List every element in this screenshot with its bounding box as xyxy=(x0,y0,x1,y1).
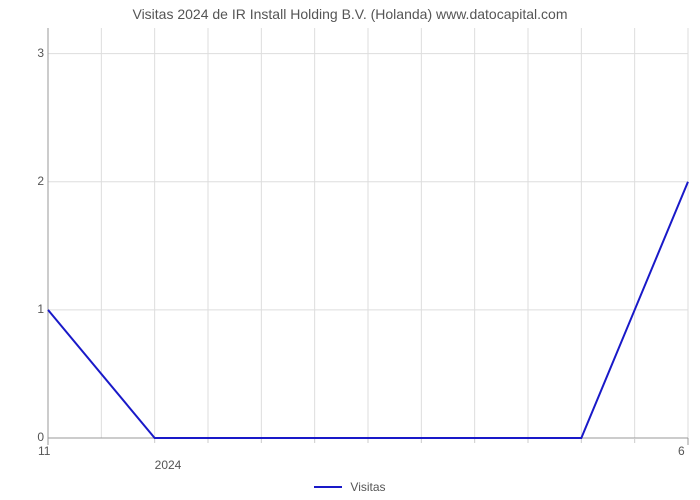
chart-title: Visitas 2024 de IR Install Holding B.V. … xyxy=(0,6,700,22)
x-secondary-label: 2024 xyxy=(155,458,182,472)
y-tick-label: 3 xyxy=(30,46,44,60)
chart-container: Visitas 2024 de IR Install Holding B.V. … xyxy=(0,0,700,500)
plot-svg xyxy=(48,28,688,438)
legend-label: Visitas xyxy=(350,480,385,494)
legend: Visitas xyxy=(0,480,700,494)
y-tick-label: 2 xyxy=(30,174,44,188)
x-tick-label: 11 xyxy=(38,444,50,458)
x-tick-label: 6 xyxy=(678,444,685,458)
y-tick-label: 1 xyxy=(30,302,44,316)
legend-line-icon xyxy=(314,486,342,488)
plot-area xyxy=(48,28,688,438)
y-tick-label: 0 xyxy=(30,430,44,444)
